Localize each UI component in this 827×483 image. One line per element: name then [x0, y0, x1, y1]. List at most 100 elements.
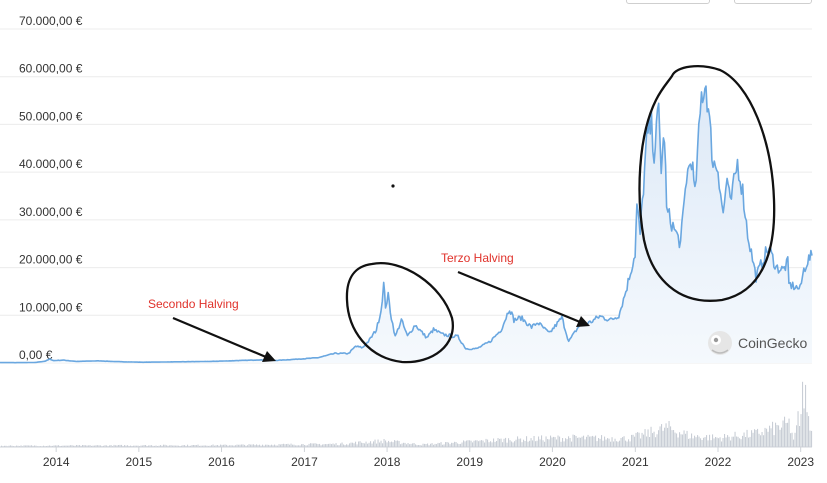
- volume-bar: [532, 440, 534, 447]
- volume-bar: [28, 445, 30, 447]
- volume-bar: [458, 444, 460, 447]
- volume-bar: [398, 441, 400, 447]
- volume-bar: [605, 439, 607, 447]
- range-toggle-button-left[interactable]: [626, 0, 710, 4]
- volume-bar: [299, 445, 301, 447]
- volume-bar: [470, 440, 472, 447]
- volume-bar: [26, 445, 28, 447]
- volume-bar: [4, 445, 6, 447]
- volume-bar: [571, 441, 573, 447]
- volume-bar: [541, 435, 543, 447]
- volume-bar: [581, 436, 583, 447]
- volume-bar: [107, 446, 109, 447]
- volume-bar: [622, 437, 624, 447]
- range-toggle-button-right[interactable]: [734, 0, 812, 4]
- volume-bar: [635, 432, 637, 447]
- volume-bar: [347, 444, 349, 447]
- volume-bar: [157, 446, 159, 447]
- volume-bar: [344, 445, 346, 447]
- volume-bar: [728, 436, 730, 447]
- volume-bar: [697, 435, 699, 447]
- volume-bar: [751, 430, 753, 447]
- volume-bar: [610, 441, 612, 447]
- volume-bar: [262, 444, 264, 447]
- volume-bar: [476, 440, 478, 447]
- volume-bar: [691, 433, 693, 447]
- volume-bar: [49, 445, 51, 447]
- volume-bar: [169, 445, 171, 447]
- volume-bar: [638, 432, 640, 447]
- volume-bar: [371, 443, 373, 447]
- volume-bar: [599, 438, 601, 447]
- volume-bar: [773, 435, 775, 447]
- volume-bar: [590, 436, 592, 447]
- volume-bar: [40, 446, 42, 447]
- volume-bar: [592, 435, 594, 447]
- volume-bar: [625, 440, 627, 447]
- volume-bar: [491, 442, 493, 447]
- volume-bar: [770, 428, 772, 447]
- volume-bar: [226, 444, 228, 447]
- volume-bar: [94, 445, 96, 447]
- annotation-second-halving-label: Secondo Halving: [148, 297, 239, 311]
- volume-bar: [140, 445, 142, 447]
- volume-bar: [247, 445, 249, 447]
- volume-bar: [137, 445, 139, 447]
- volume-bar: [163, 444, 165, 447]
- volume-bar: [481, 440, 483, 447]
- volume-bar: [496, 441, 498, 447]
- volume-bar: [544, 441, 546, 447]
- volume-bar: [29, 445, 31, 447]
- volume-bar: [310, 443, 312, 447]
- volume-bar: [277, 445, 279, 447]
- volume-bar: [364, 443, 366, 447]
- volume-bar: [802, 381, 804, 447]
- volume-bar: [415, 444, 417, 447]
- volume-bar: [251, 444, 253, 447]
- x-tick-label: 2023: [787, 455, 814, 469]
- volume-bar: [206, 445, 208, 447]
- volume-bar: [98, 445, 100, 447]
- volume-bar: [43, 445, 45, 447]
- volume-bar: [265, 444, 267, 447]
- volume-bar: [359, 441, 361, 447]
- volume-bar: [734, 431, 736, 447]
- volume-bar: [323, 444, 325, 447]
- volume-bar: [136, 445, 138, 447]
- volume-bar: [115, 445, 117, 447]
- volume-bar: [209, 445, 211, 447]
- volume-bar: [397, 440, 399, 447]
- volume-bar: [187, 444, 189, 447]
- volume-bar: [442, 444, 444, 447]
- volume-bar: [335, 443, 337, 447]
- volume-bar: [593, 436, 595, 447]
- volume-bar: [694, 435, 696, 447]
- volume-bar: [620, 438, 622, 447]
- volume-bar: [260, 445, 262, 447]
- volume-bar: [274, 444, 276, 447]
- volume-bar: [472, 442, 474, 447]
- volume-bar: [271, 444, 273, 447]
- volume-bar: [110, 445, 112, 447]
- volume-bar: [629, 441, 631, 447]
- volume-bar: [296, 445, 298, 447]
- volume-bar: [809, 430, 811, 447]
- volume-bar: [617, 441, 619, 447]
- volume-bar: [619, 440, 621, 447]
- volume-bar: [230, 445, 232, 447]
- gecko-logo-icon: [708, 331, 732, 355]
- volume-bar: [676, 433, 678, 447]
- volume-bar: [482, 440, 484, 447]
- volume-bar: [659, 426, 661, 447]
- volume-bar: [77, 445, 79, 447]
- volume-bar: [275, 445, 277, 447]
- volume-bar: [332, 443, 334, 447]
- volume-bar: [589, 436, 591, 447]
- annotation-third-halving-label: Terzo Halving: [441, 251, 514, 265]
- volume-bar: [404, 442, 406, 447]
- volume-bar: [506, 442, 508, 447]
- x-tick-label: 2020: [539, 455, 566, 469]
- volume-bar: [385, 440, 387, 447]
- volume-bar: [97, 445, 99, 447]
- volume-bar: [631, 434, 633, 447]
